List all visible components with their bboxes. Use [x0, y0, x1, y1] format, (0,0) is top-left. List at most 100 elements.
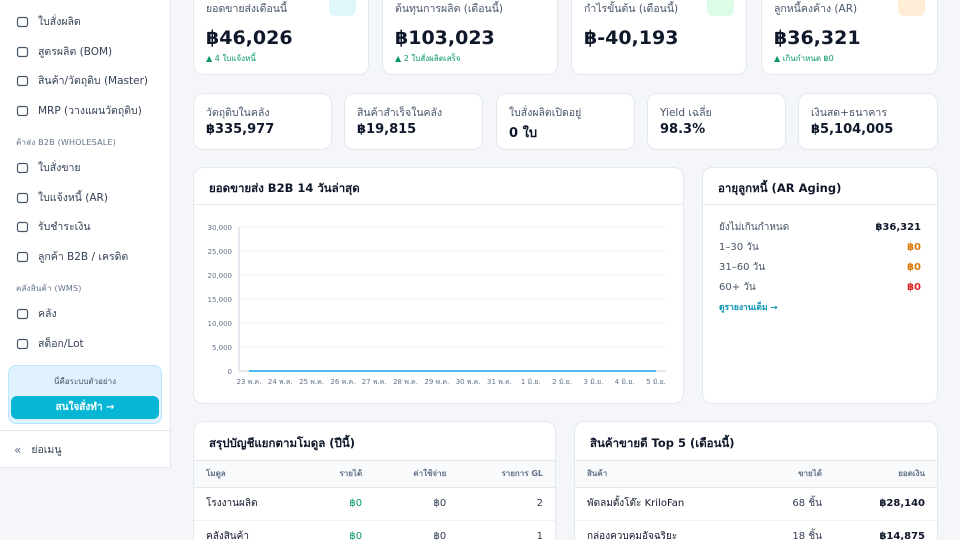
aging-row: ยังไม่เกินกำหนด ฿36,321	[703, 217, 937, 237]
aging-label: 31–60 วัน	[719, 261, 766, 273]
y-tick-label: 30,000	[208, 224, 233, 232]
stat-card: เงินสด+ธนาคาร฿5,104,005	[798, 93, 938, 150]
nav-label: ใบสั่งขาย	[38, 162, 81, 175]
kpi-value: ฿36,321	[774, 27, 861, 49]
kpi-value: ฿-40,193	[584, 27, 679, 49]
table-row: คลังสินค้า ฿0 ฿0 1	[194, 520, 555, 540]
demo-button[interactable]: สนใจสั่งทำ →	[11, 396, 159, 419]
kpi-value: ฿46,026	[206, 27, 293, 49]
data-table: สินค้า ขายได้ ยอดเงิน พัดลมตั้งโต๊ะ KriloFa…	[575, 461, 937, 540]
demo-box: นี่คือระบบตัวอย่างสนใจสั่งทำ →	[8, 365, 162, 424]
x-tick-label: 30 พ.ค.	[456, 378, 481, 386]
aging-value: ฿0	[907, 241, 921, 253]
top-products-panel: สินค้าขายดี Top 5 (เดือนนี้) สินค้า ขายได้…	[574, 421, 938, 540]
nav-item[interactable]: ใบสั่งผลิต	[0, 7, 170, 37]
kpi-note: ▲ เกินกำหนด ฿0	[774, 54, 834, 63]
stat-label: ใบสั่งผลิตเปิดอยู่	[509, 107, 582, 119]
table-cell: ฿0	[374, 520, 459, 540]
collapse-menu[interactable]: « ย่อเมนู	[0, 430, 170, 468]
chart: 0 5,000 10,000 15,000 20,000 25,000 30,000 23 พ…	[208, 224, 666, 386]
nav-item[interactable]: ใบสั่งขาย	[0, 153, 170, 183]
nav-label: สินค้า/วัตถุดิบ (Master)	[38, 75, 148, 88]
section-title: คลังสินค้า (WMS)	[16, 284, 82, 293]
nav-item[interactable]: MRP (วางแผนวัตถุดิบ)	[0, 96, 170, 126]
icon-shape	[16, 17, 29, 28]
column-header: ขายได้	[754, 461, 834, 488]
x-tick-label: 25 พ.ค.	[299, 378, 324, 386]
nav-item[interactable]: สินค้า/วัตถุดิบ (Master)	[0, 66, 170, 96]
x-tick-label: 4 มิ.ย.	[615, 378, 635, 386]
kpi-label: ต้นทุนการผลิต (เดือนนี้)	[395, 3, 503, 15]
icon-shape	[16, 309, 29, 320]
table-cell: ฿28,140	[833, 487, 937, 521]
x-tick-label: 31 พ.ค.	[487, 378, 512, 386]
nav-label: รับชำระเงิน	[38, 221, 91, 234]
kpi-icon	[518, 0, 545, 16]
stat-value: ฿335,977	[206, 122, 275, 137]
kpi-icon	[707, 0, 734, 16]
collapse-icon: «	[14, 442, 22, 457]
stat-label: เงินสด+ธนาคาร	[811, 107, 887, 119]
x-tick-label: 2 มิ.ย.	[552, 378, 572, 386]
table-title: สรุปบัญชีแยกตามโมดูล (ปีนี้)	[194, 422, 555, 461]
stat-card: สินค้าสำเร็จในคลัง ฿19,815	[344, 93, 483, 150]
table-cell: กล่องควบคุมอัจฉริยะ	[575, 520, 755, 540]
kpi-card: ยอดขายส่งเดือนนี้ ฿46,026 ▲ 4 ใบแจ้งหนี้	[193, 0, 369, 75]
icon-shape	[16, 163, 29, 174]
column-header: โมดูล	[194, 461, 306, 488]
nav-icon	[16, 105, 29, 116]
x-tick-label: 24 พ.ค.	[268, 378, 293, 386]
sidebar: ใบสั่งผลิต สูตรผลิต (BOM) สินค้า/วัตถุดิบ …	[0, 0, 171, 468]
demo-text: นี่คือระบบตัวอย่าง	[54, 377, 116, 386]
stat-label: Yield เฉลี่ย	[660, 107, 712, 119]
table-cell: ฿0	[305, 487, 375, 521]
y-tick-label: 20,000	[208, 272, 233, 280]
nav-item[interactable]: ใบแจ้งหนี้ (AR)	[0, 183, 170, 213]
x-tick-label: 29 พ.ค.	[424, 378, 449, 386]
column-header: รายได้	[305, 461, 375, 488]
kpi-card: ลูกหนี้คงค้าง (AR) ฿36,321 ▲ เกินกำหนด ฿0	[761, 0, 938, 75]
table-row: พัดลมตั้งโต๊ะ KriloFan 68 ชิ้น ฿28,140	[575, 487, 937, 521]
collapse-label: ย่อเมนู	[31, 444, 62, 456]
kpi-card: ต้นทุนการผลิต (เดือนนี้) ฿103,023 ▲ 2 ใบสั…	[382, 0, 558, 75]
header-row: สินค้า ขายได้ ยอดเงิน	[575, 461, 937, 488]
kpi-label: กำไรขั้นต้น (เดือนนี้)	[584, 3, 679, 15]
nav-icon	[16, 222, 29, 233]
nav-item[interactable]: สต็อก/Lot	[0, 329, 170, 359]
icon-shape	[16, 76, 29, 87]
nav-label: ลูกค้า B2B / เครดิต	[38, 250, 129, 263]
nav-icon	[16, 17, 29, 28]
nav-icon	[16, 163, 29, 174]
nav-icon	[16, 46, 29, 57]
y-tick-label: 15,000	[208, 296, 233, 304]
nav-item[interactable]: คลัง	[0, 299, 170, 329]
report-link[interactable]: ดูรายงานเต็ม →	[719, 303, 778, 313]
chart-panel: ยอดขายส่ง B2B 14 วันล่าสุด 0 5,000 10,000 15…	[193, 167, 684, 404]
table-cell: คลังสินค้า	[194, 520, 306, 540]
section-title: ค้าส่ง B2B (WHOLESALE)	[16, 138, 116, 147]
table-cell: 68 ชิ้น	[754, 487, 834, 521]
stat-value: 98.3%	[660, 122, 706, 137]
x-tick-label: 5 มิ.ย.	[646, 378, 666, 386]
stat-label: สินค้าสำเร็จในคลัง	[357, 107, 443, 119]
stat-value: 0 ใบ	[509, 126, 538, 141]
nav-item[interactable]: ลูกค้า B2B / เครดิต	[0, 242, 170, 272]
nav-item[interactable]: รับชำระเงิน	[0, 212, 170, 242]
stat-value: ฿5,104,005	[811, 122, 894, 137]
nav-icon	[16, 192, 29, 203]
nav-label: MRP (วางแผนวัตถุดิบ)	[38, 104, 142, 117]
aging-label: 60+ วัน	[719, 281, 756, 293]
y-tick-label: 5,000	[212, 344, 232, 352]
table-cell: 2	[458, 487, 555, 521]
column-header: ยอดเงิน	[833, 461, 937, 488]
nav-label: ใบแจ้งหนี้ (AR)	[38, 191, 108, 204]
kpi-card: กำไรขั้นต้น (เดือนนี้) ฿-40,193	[571, 0, 747, 75]
icon-shape	[16, 251, 29, 262]
x-tick-label: 28 พ.ค.	[393, 378, 418, 386]
aging-label: 1–30 วัน	[719, 241, 759, 253]
aging-title: อายุลูกหนี้ (AR Aging)	[703, 168, 937, 205]
nav-item[interactable]: สูตรผลิต (BOM)	[0, 37, 170, 67]
table-cell: 1	[458, 520, 555, 540]
column-header: สินค้า	[575, 461, 755, 488]
table-cell: ฿0	[374, 487, 459, 521]
